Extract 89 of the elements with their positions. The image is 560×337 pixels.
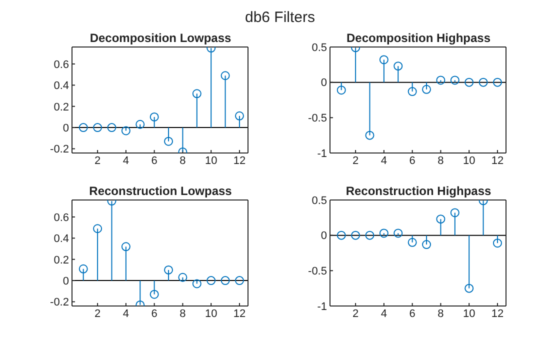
- point: [192, 279, 202, 288]
- x-tick-label: 4: [122, 154, 129, 167]
- x-tick-label: 4: [380, 308, 387, 320]
- point: [164, 136, 174, 146]
- point: [336, 230, 346, 240]
- x-tick-label: 4: [380, 154, 387, 167]
- x-tick-label: 6: [409, 154, 416, 167]
- x-tick-label: 10: [462, 154, 476, 167]
- point: [150, 112, 159, 122]
- text: db6 Filters: [244, 9, 316, 26]
- point: [234, 276, 244, 286]
- y-tick-label: -0.2: [50, 296, 69, 309]
- point: [351, 230, 360, 240]
- x-tick-label: 12: [491, 154, 504, 167]
- x-tick-label: 2: [352, 308, 359, 320]
- point: [365, 230, 374, 240]
- y-tick-label: 0: [320, 77, 327, 90]
- y-tick-label: 0.2: [54, 254, 69, 266]
- chart-title: Decomposition Lowpass: [88, 31, 232, 45]
- point: [220, 276, 230, 286]
- point: [408, 238, 417, 247]
- y-tick-label: 0.4: [54, 80, 69, 92]
- y-tick-label: -1: [317, 148, 327, 160]
- point: [492, 238, 502, 248]
- y-tick-label: 0.6: [54, 212, 69, 224]
- point: [192, 89, 202, 98]
- x-tick-label: 2: [94, 308, 101, 320]
- point: [220, 71, 230, 80]
- y-tick-label: -1: [317, 300, 327, 313]
- point: [436, 214, 446, 224]
- x-tick-label: 8: [438, 154, 444, 167]
- x-tick-label: 10: [204, 308, 218, 320]
- point: [234, 111, 244, 120]
- point: [206, 276, 216, 286]
- chart-title: Reconstruction Lowpass: [88, 184, 233, 198]
- y-tick-label: 0: [62, 275, 69, 288]
- point: [450, 76, 460, 85]
- point: [379, 55, 388, 64]
- x-tick-label: 8: [180, 308, 186, 320]
- point: [422, 240, 432, 250]
- point: [78, 264, 88, 274]
- y-tick-label: -0.5: [308, 266, 327, 278]
- point: [164, 265, 174, 274]
- x-tick-label: 8: [438, 308, 444, 320]
- x-tick-label: 8: [180, 154, 186, 167]
- point: [379, 228, 388, 238]
- point: [336, 86, 346, 95]
- point: [394, 228, 403, 238]
- y-tick-label: 0: [320, 230, 327, 242]
- x-tick-label: 10: [204, 154, 218, 167]
- point: [464, 284, 474, 293]
- y-tick-label: 0: [62, 122, 69, 134]
- point: [478, 78, 488, 87]
- point: [436, 76, 446, 85]
- point: [93, 123, 102, 132]
- x-tick-label: 2: [352, 154, 359, 167]
- x-tick-label: 2: [94, 154, 101, 167]
- point: [492, 78, 502, 87]
- point: [150, 290, 159, 299]
- chart-title: Reconstruction Highpass: [344, 184, 492, 198]
- y-tick-label: 0.2: [54, 101, 69, 114]
- point: [136, 120, 145, 129]
- point: [121, 242, 130, 252]
- x-tick-label: 6: [151, 154, 158, 167]
- point: [408, 87, 417, 96]
- y-tick-label: 0.6: [54, 58, 69, 71]
- x-tick-label: 12: [491, 308, 504, 320]
- point: [365, 130, 374, 140]
- point: [450, 208, 460, 218]
- point: [107, 123, 116, 132]
- point: [464, 78, 474, 87]
- y-tick-label: -0.5: [308, 112, 327, 125]
- y-tick-label: -0.2: [50, 144, 69, 156]
- x-tick-label: 4: [122, 308, 129, 320]
- point: [121, 126, 130, 136]
- point: [178, 272, 188, 282]
- chart-title: Decomposition Highpass: [345, 31, 492, 45]
- x-tick-label: 10: [462, 308, 476, 320]
- x-tick-label: 12: [233, 308, 246, 320]
- y-tick-label: 0.4: [54, 233, 69, 246]
- y-tick-label: 0.5: [312, 194, 327, 207]
- point: [394, 62, 403, 71]
- y-tick-label: 0.5: [312, 42, 327, 54]
- x-tick-label: 12: [233, 154, 246, 167]
- point: [78, 123, 88, 132]
- point: [422, 84, 432, 94]
- x-tick-label: 6: [409, 308, 416, 320]
- point: [93, 224, 102, 234]
- x-tick-label: 6: [151, 308, 158, 320]
